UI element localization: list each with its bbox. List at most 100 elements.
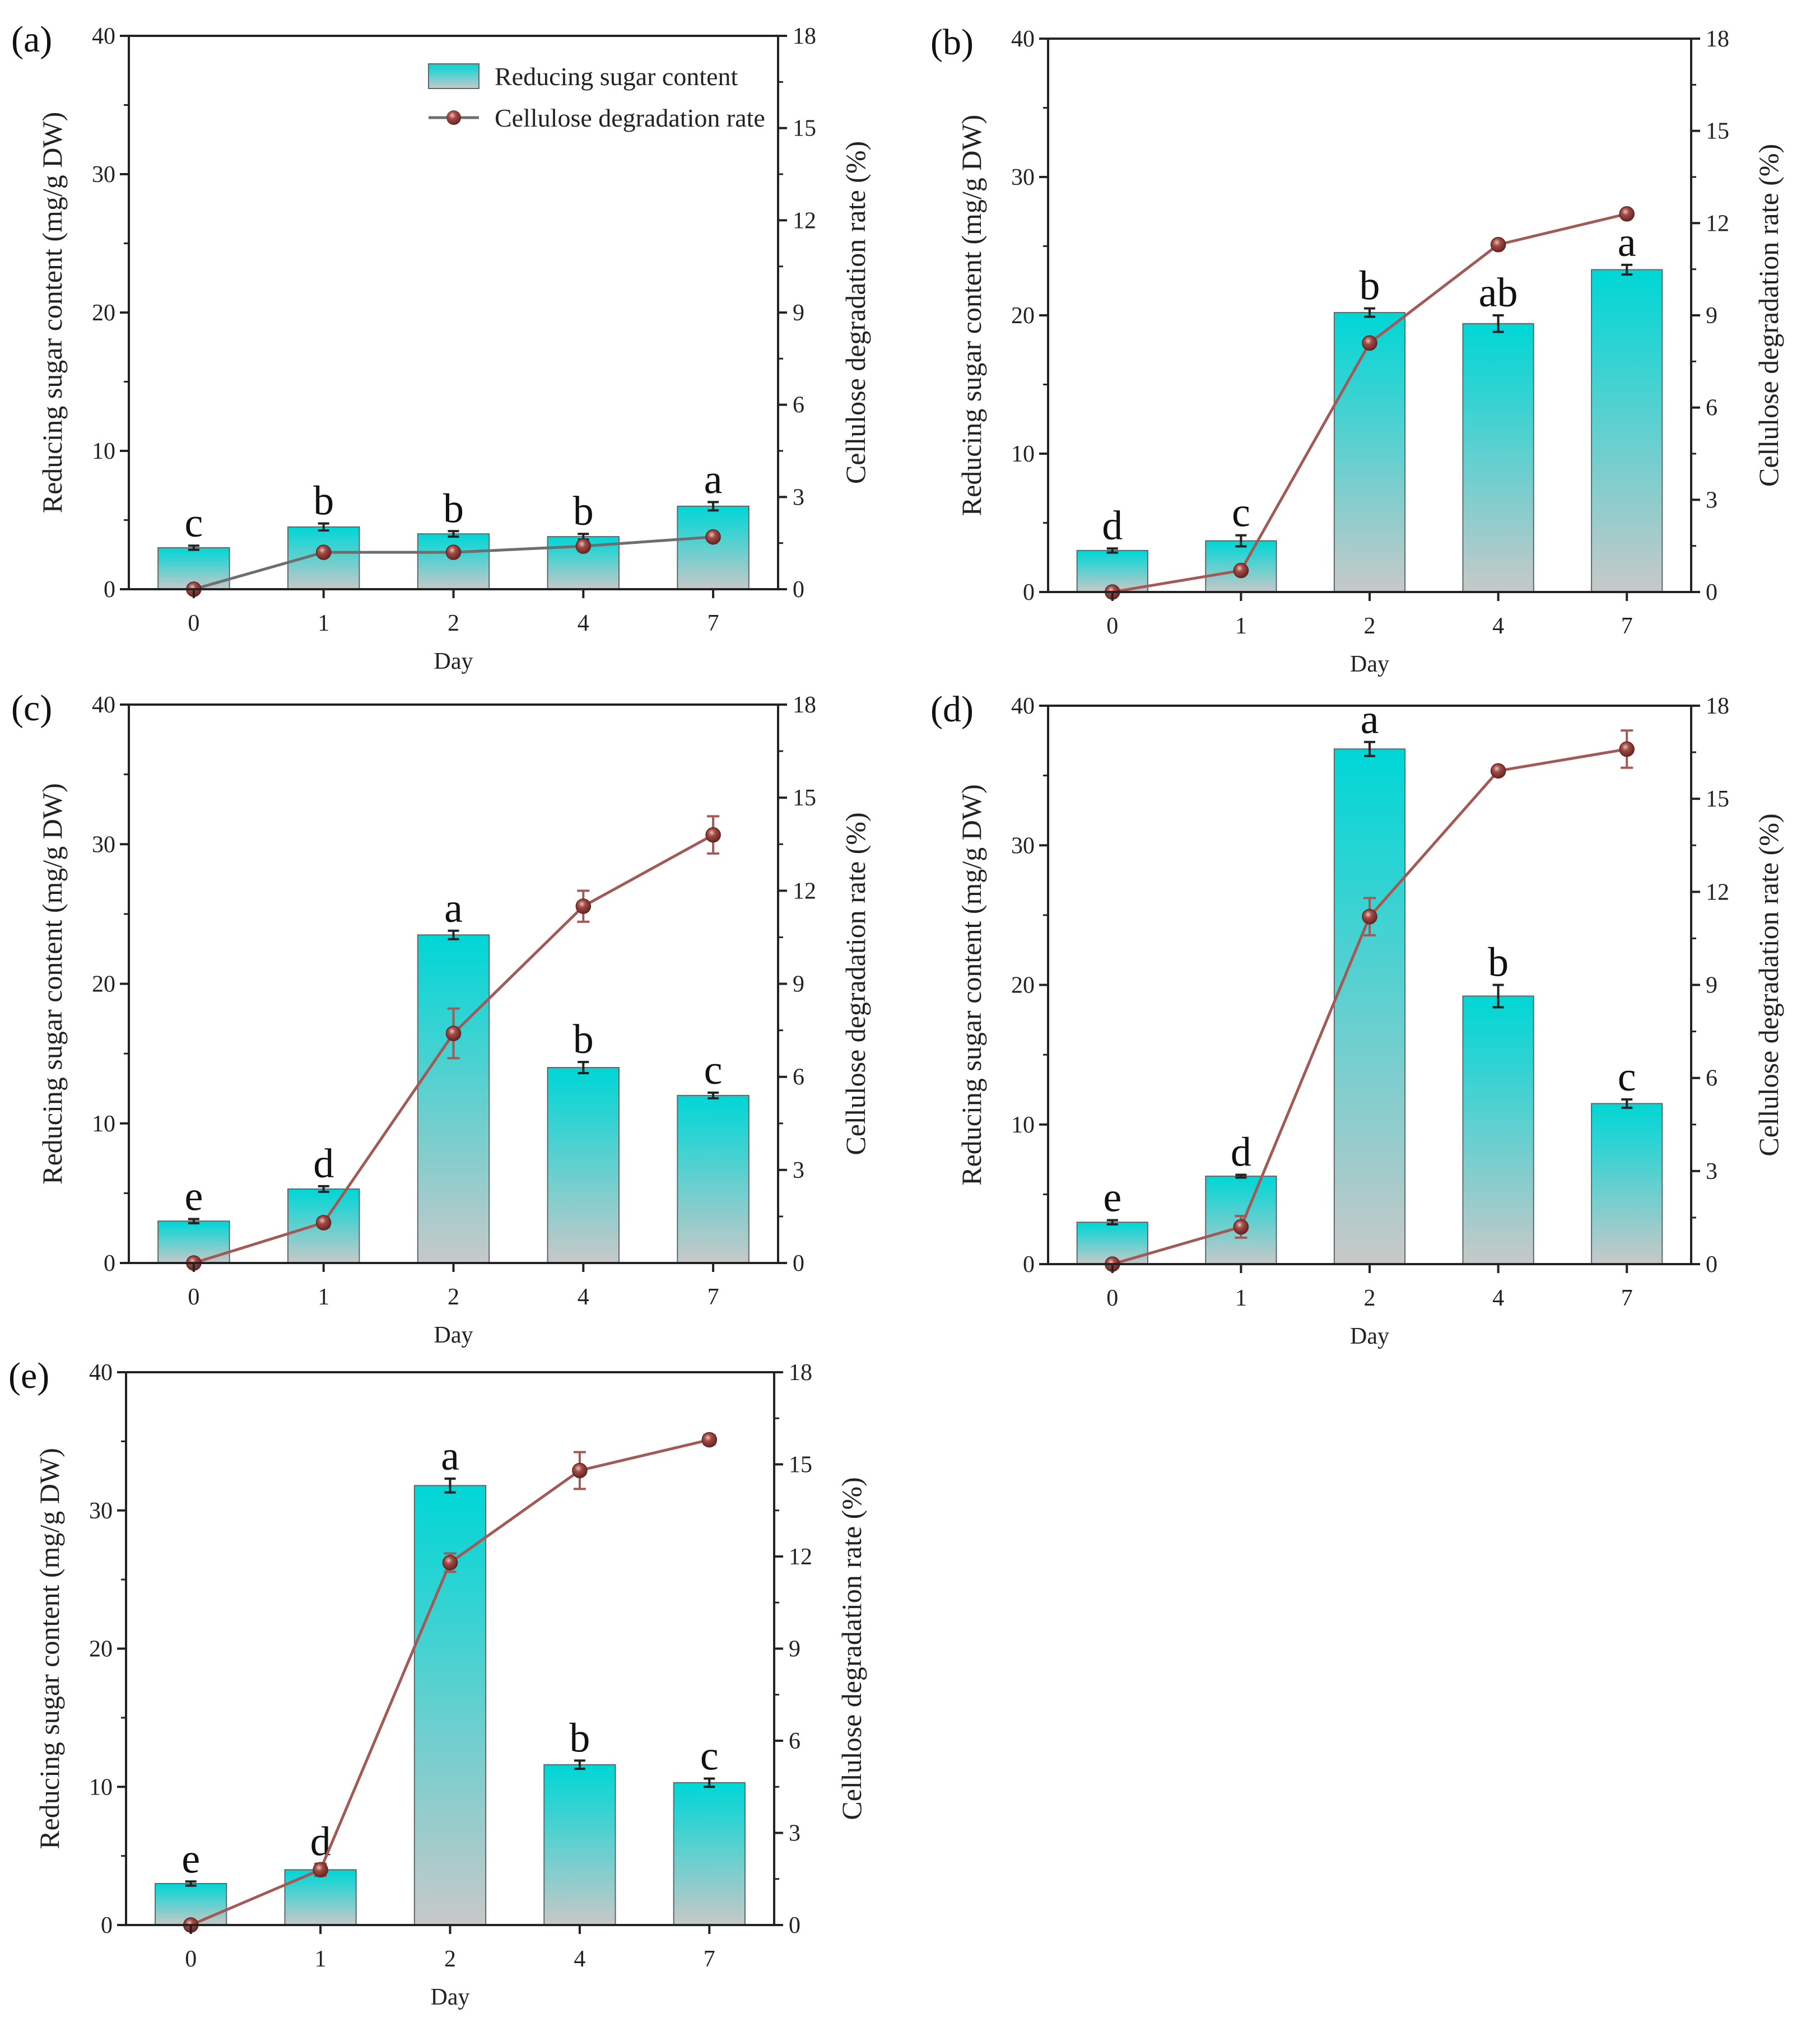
bar-error-bar [318, 522, 329, 532]
significance-letter: c [1618, 1054, 1636, 1100]
significance-letter: b [573, 1017, 594, 1062]
y-axis-label: Reducing sugar content (mg/g DW) [34, 1448, 65, 1849]
x-tick-label: 7 [1621, 1285, 1633, 1311]
panel-label: (c) [11, 688, 52, 729]
y2-tick-label: 3 [1706, 487, 1717, 513]
bar [417, 533, 490, 590]
x-tick-label: 1 [318, 1284, 329, 1310]
bar-error-bar [1106, 547, 1118, 554]
bar [677, 1094, 750, 1264]
y-tick-label: 10 [1011, 1112, 1035, 1138]
x-axis-label: Day [1350, 1323, 1389, 1349]
significance-letter: b [573, 488, 594, 534]
bar-error-bar [185, 1880, 197, 1887]
line-point [445, 544, 462, 560]
x-tick-label: 2 [1364, 1285, 1376, 1311]
y2-tick-label: 6 [793, 1065, 804, 1090]
y-axis-label: Reducing sugar content (mg/g DW) [956, 784, 987, 1185]
y2-tick-label: 9 [1706, 973, 1717, 999]
line-point [575, 898, 592, 914]
bar [417, 934, 490, 1264]
line-point [1490, 237, 1506, 253]
line-point [1619, 206, 1635, 222]
y2-tick-label: 12 [1706, 879, 1729, 905]
panel-label: (a) [11, 19, 52, 60]
x-axis-label: Day [434, 649, 473, 674]
y2-tick-label: 18 [793, 24, 816, 49]
significance-letter: c [184, 500, 203, 546]
y-tick-label: 30 [1011, 833, 1035, 859]
line-point [1490, 763, 1506, 779]
y2-tick-label: 18 [1706, 693, 1729, 719]
bar [1462, 995, 1534, 1265]
x-tick-label: 4 [574, 1946, 585, 1972]
y-tick-label: 30 [92, 162, 115, 188]
significance-letter: b [1360, 263, 1380, 309]
bar-error-bar [188, 544, 199, 551]
y-tick-label: 10 [92, 439, 115, 464]
x-tick-label: 0 [1106, 613, 1118, 639]
bar-error-bar [448, 530, 459, 538]
y2-tick-label: 15 [793, 785, 816, 811]
bar [677, 505, 750, 590]
x-tick-label: 0 [188, 610, 199, 636]
bar-error-bar [318, 1185, 329, 1193]
bar [1591, 1103, 1663, 1265]
y-tick-label: 0 [1023, 1252, 1035, 1278]
significance-letter: a [704, 456, 723, 502]
bar-error-bar [574, 1759, 585, 1770]
bar [543, 1764, 616, 1926]
y2-axis-label: Cellulose degradation rate (%) [840, 812, 871, 1155]
x-axis-label: Day [1350, 651, 1389, 677]
y-tick-label: 0 [1023, 580, 1035, 605]
bar-error-bar [188, 1218, 199, 1224]
y2-tick-label: 9 [1706, 303, 1717, 329]
bar-error-bar [1621, 1098, 1633, 1109]
significance-letter: ab [1479, 270, 1518, 316]
line-point [1233, 1219, 1249, 1235]
line-point [315, 544, 332, 560]
x-tick-label: 1 [318, 610, 329, 636]
bar-error-bar [707, 501, 719, 512]
y2-axis-label: Cellulose degradation rate (%) [1753, 813, 1784, 1156]
bar [1591, 269, 1663, 593]
x-tick-label: 7 [704, 1946, 715, 1972]
bar-error-bar [448, 929, 459, 940]
y2-tick-label: 9 [793, 300, 804, 326]
y-tick-label: 20 [1011, 303, 1035, 329]
x-tick-label: 7 [707, 610, 719, 636]
y-tick-label: 10 [1011, 441, 1035, 467]
bar-error-bar [1106, 1219, 1118, 1225]
significance-letter: a [1618, 220, 1636, 265]
x-tick-label: 1 [1235, 1285, 1247, 1311]
x-tick-label: 2 [1364, 613, 1376, 639]
x-tick-label: 7 [1621, 613, 1633, 639]
y2-tick-label: 15 [793, 116, 816, 142]
y-tick-label: 30 [1011, 165, 1035, 190]
y-tick-label: 40 [92, 24, 115, 49]
y2-tick-label: 9 [793, 972, 804, 998]
y2-tick-label: 0 [1706, 580, 1717, 605]
x-tick-label: 4 [578, 1284, 589, 1310]
significance-letter: d [1102, 503, 1123, 549]
bar-error-bar [1235, 534, 1247, 548]
y-tick-label: 40 [1011, 693, 1035, 719]
y2-tick-label: 6 [1706, 1066, 1717, 1092]
line-point [445, 1026, 462, 1041]
x-tick-label: 7 [707, 1284, 719, 1310]
y2-tick-label: 12 [789, 1544, 812, 1570]
x-tick-label: 0 [1106, 1285, 1118, 1311]
y2-tick-label: 18 [1706, 26, 1729, 52]
x-tick-label: 4 [1492, 1285, 1504, 1311]
y2-axis-label: Cellulose degradation rate (%) [840, 141, 871, 484]
significance-letter: e [1103, 1175, 1121, 1220]
y-tick-label: 40 [89, 1360, 113, 1386]
x-axis-label: Day [431, 1984, 470, 2010]
y-tick-label: 30 [92, 832, 115, 857]
bar [673, 1782, 746, 1926]
x-tick-label: 2 [448, 1284, 459, 1310]
